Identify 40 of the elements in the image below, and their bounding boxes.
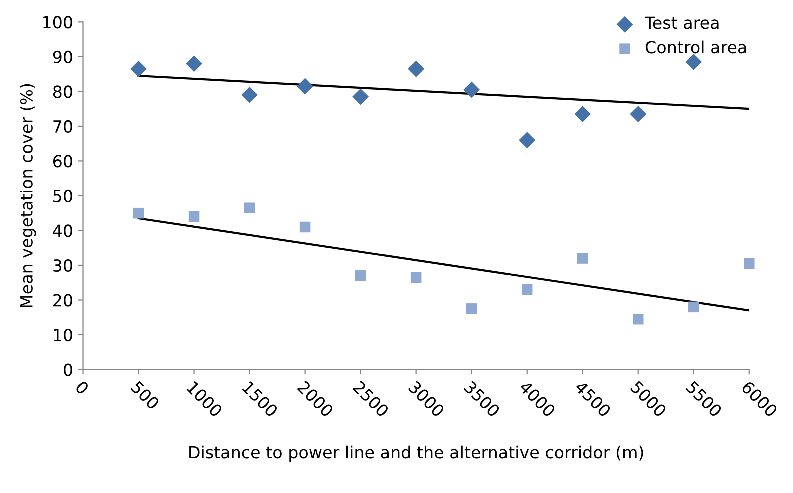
y-tick-label: 70 — [54, 120, 72, 134]
y-tick-label: 100 — [44, 16, 72, 29]
y-axis-title: Mean vegetation cover (%) — [20, 84, 36, 308]
point — [577, 253, 588, 264]
legend-label: Test area — [644, 16, 719, 30]
y-tick-label: 60 — [54, 155, 72, 168]
point — [630, 106, 647, 123]
x-tick-label: 0 — [74, 380, 90, 396]
point — [133, 208, 144, 219]
point — [355, 270, 366, 282]
point — [744, 258, 755, 270]
y-tick-label: 10 — [54, 328, 72, 342]
y-tick-label: 40 — [53, 224, 72, 238]
point — [352, 88, 370, 106]
point — [464, 82, 480, 98]
point — [242, 86, 258, 104]
point — [244, 202, 256, 214]
point — [188, 211, 200, 222]
point — [688, 302, 700, 313]
point — [297, 78, 314, 95]
x-axis-title: Distance to power line and the alternative corridor (m) — [190, 446, 644, 462]
point — [574, 106, 592, 123]
point — [466, 304, 478, 314]
point — [686, 54, 702, 70]
point — [632, 314, 644, 325]
y-tick-label: 30 — [54, 259, 72, 272]
point — [522, 284, 533, 296]
y-tick-label: 80 — [53, 86, 72, 98]
x-tick-label: 500 — [130, 380, 160, 410]
point — [186, 56, 202, 72]
y-tick-label: 50 — [54, 190, 72, 203]
point — [130, 60, 147, 78]
point — [410, 272, 422, 284]
point — [300, 222, 311, 233]
legend-label: Control area — [646, 40, 746, 54]
y-tick-label: 20 — [54, 294, 72, 307]
y-tick-label: 90 — [53, 50, 72, 64]
y-tick-label: 0 — [64, 364, 72, 376]
point — [519, 132, 536, 149]
point — [408, 60, 425, 78]
